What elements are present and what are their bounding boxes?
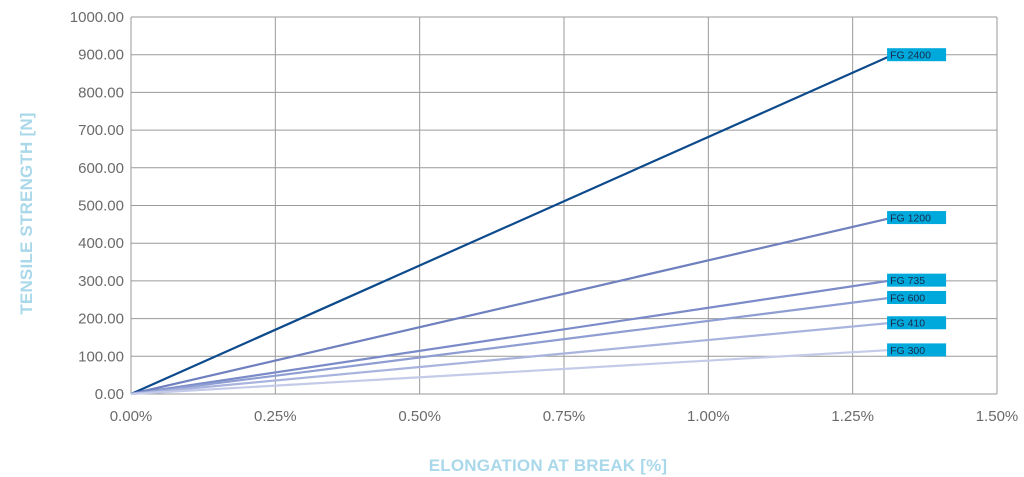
series-line (130, 279, 894, 396)
y-axis-title: TENSILE STRENGTH [N] (17, 112, 36, 314)
grid (130, 16, 998, 395)
x-tick-label: 1.00% (687, 408, 730, 425)
x-tick-label: 0.50% (398, 408, 441, 425)
series-line (130, 321, 894, 396)
series-line (130, 53, 894, 396)
y-tick-label: 700.00 (78, 122, 124, 139)
series-label-box (887, 48, 947, 62)
y-tick-labels: 0.00 100.00 200.00 300.00 400.00 500.00 600.00… (70, 9, 124, 403)
series-label: FG 600 (890, 292, 925, 304)
y-tick-label: 500.00 (78, 198, 124, 215)
y-tick-label: 800.00 (78, 84, 124, 101)
y-tick-label: 600.00 (78, 160, 124, 177)
series-label: FG 2400 (890, 50, 931, 62)
series-label: FG 1200 (890, 213, 931, 225)
series-label-box (887, 211, 947, 225)
series-label-box (887, 316, 947, 330)
series-label: FG 300 (890, 345, 925, 357)
series-label-box (887, 343, 947, 357)
x-tick-label: 1.50% (976, 408, 1019, 425)
series-line (130, 348, 894, 396)
x-axis-title: ELONGATION AT BREAK [%] (429, 456, 668, 475)
series-label-box (887, 290, 947, 304)
y-tick-label: 0.00 (95, 386, 124, 403)
x-tick-labels: 0.00% 0.25% 0.50% 0.75% 1.00% 1.25% 1.50% (110, 408, 1019, 425)
series-label: FG 410 (890, 318, 925, 330)
y-tick-label: 100.00 (78, 348, 124, 365)
x-tick-label: 0.00% (110, 408, 153, 425)
y-tick-label: 1000.00 (70, 9, 124, 26)
series-label: FG 735 (890, 275, 925, 287)
y-tick-label: 200.00 (78, 311, 124, 328)
x-tick-label: 1.25% (831, 408, 874, 425)
y-tick-label: 400.00 (78, 235, 124, 252)
y-tick-label: 900.00 (78, 47, 124, 64)
series-line (130, 296, 894, 396)
series-line (130, 216, 894, 396)
series-labels: FG 2400 FG 1200 FG 735 FG 600 FG 410 FG 300 (887, 48, 947, 357)
series-label-box (887, 273, 947, 287)
x-tick-label: 0.75% (543, 408, 586, 425)
series-lines (130, 53, 894, 396)
x-tick-label: 0.25% (254, 408, 297, 425)
y-tick-label: 300.00 (78, 273, 124, 290)
